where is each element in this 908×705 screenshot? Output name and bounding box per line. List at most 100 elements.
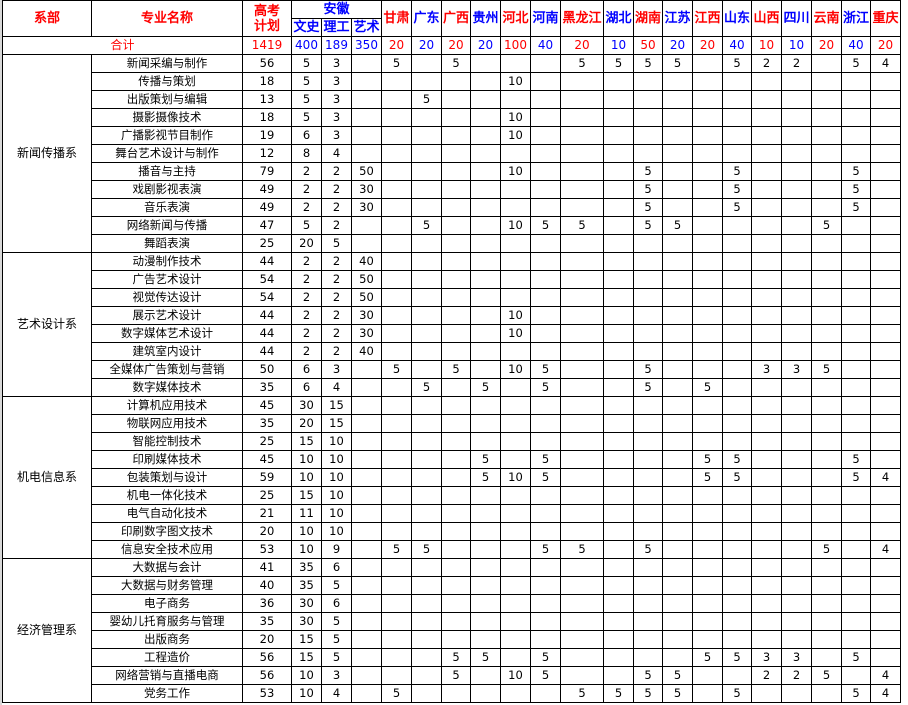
province-quota (633, 324, 663, 343)
province-quota (751, 342, 782, 361)
province-quota (560, 234, 604, 253)
province-quota (560, 558, 604, 577)
province-quota (411, 486, 442, 505)
province-quota (781, 108, 812, 127)
province-quota (692, 504, 723, 523)
major-name: 电气自动化技术 (91, 504, 243, 523)
province-quota (441, 216, 471, 235)
province-quota (441, 396, 471, 415)
province-quota (560, 522, 604, 541)
province-quota (411, 360, 442, 379)
province-quota (781, 576, 812, 595)
province-quota (870, 486, 901, 505)
anhui-wenshi: 2 (291, 198, 322, 217)
province-quota (560, 450, 604, 469)
province-quota (692, 234, 723, 253)
total-province: 20 (662, 36, 693, 55)
province-quota (441, 306, 471, 325)
province-quota (751, 378, 782, 397)
province-quota: 5 (722, 198, 752, 217)
province-quota: 5 (692, 468, 723, 487)
province-quota (441, 576, 471, 595)
plan-count: 54 (242, 270, 292, 289)
province-quota (381, 306, 412, 325)
anhui-yishu (351, 72, 382, 91)
plan-count: 49 (242, 198, 292, 217)
province-quota (662, 450, 693, 469)
province-quota (560, 126, 604, 145)
plan-count: 44 (242, 324, 292, 343)
province-quota: 5 (722, 180, 752, 199)
province-quota (841, 108, 871, 127)
province-quota (751, 396, 782, 415)
province-quota (560, 144, 604, 163)
province-quota (870, 648, 901, 667)
total-province: 10 (603, 36, 634, 55)
province-quota (500, 234, 531, 253)
province-quota (870, 576, 901, 595)
plan-count: 56 (242, 54, 292, 73)
province-quota (411, 144, 442, 163)
province-quota (381, 648, 412, 667)
province-quota (722, 216, 752, 235)
province-quota (470, 414, 501, 433)
major-name: 数字媒体艺术设计 (91, 324, 243, 343)
province-quota (470, 504, 501, 523)
anhui-yishu (351, 630, 382, 649)
province-quota (470, 324, 501, 343)
plan-count: 19 (242, 126, 292, 145)
total-province: 20 (381, 36, 412, 55)
province-quota (841, 270, 871, 289)
province-quota (411, 468, 442, 487)
province-quota: 5 (841, 468, 871, 487)
province-quota: 2 (751, 666, 782, 685)
table-row: 信息安全技术应用 53 10 9 5 5 5 5 5 5 4 (3, 540, 901, 559)
anhui-ligong: 2 (321, 342, 352, 361)
province-quota (530, 576, 561, 595)
province-quota (811, 504, 842, 523)
province-quota: 2 (751, 54, 782, 73)
province-quota (530, 162, 561, 181)
province-quota (722, 666, 752, 685)
province-quota (662, 558, 693, 577)
province-quota (633, 414, 663, 433)
province-quota (381, 180, 412, 199)
province-quota (662, 144, 693, 163)
province-quota (841, 504, 871, 523)
province-quota (692, 558, 723, 577)
province-quota (781, 450, 812, 469)
province-quota (381, 468, 412, 487)
province-quota: 5 (633, 180, 663, 199)
province-quota (841, 90, 871, 109)
province-quota (633, 468, 663, 487)
province-quota (870, 270, 901, 289)
province-quota (530, 432, 561, 451)
province-quota (751, 198, 782, 217)
province-quota (841, 288, 871, 307)
province-quota (722, 108, 752, 127)
province-quota (870, 558, 901, 577)
province-quota (633, 306, 663, 325)
table-row: 展示艺术设计 44 2 2 30 10 (3, 306, 901, 325)
province-quota: 5 (560, 216, 604, 235)
header-province: 湖南 (633, 0, 663, 37)
province-quota (530, 54, 561, 73)
plan-count: 18 (242, 72, 292, 91)
province-quota: 5 (692, 648, 723, 667)
province-quota (411, 432, 442, 451)
province-quota: 5 (722, 450, 752, 469)
major-name: 机电一体化技术 (91, 486, 243, 505)
province-quota (781, 288, 812, 307)
province-quota (870, 72, 901, 91)
province-quota (603, 198, 634, 217)
province-quota (470, 612, 501, 631)
province-quota (530, 684, 561, 703)
province-quota (722, 594, 752, 613)
province-quota (411, 234, 442, 253)
province-quota (751, 468, 782, 487)
province-quota (841, 378, 871, 397)
total-label: 合计 (2, 36, 243, 55)
province-quota (381, 216, 412, 235)
province-quota (633, 648, 663, 667)
major-name: 出版策划与编辑 (91, 90, 243, 109)
